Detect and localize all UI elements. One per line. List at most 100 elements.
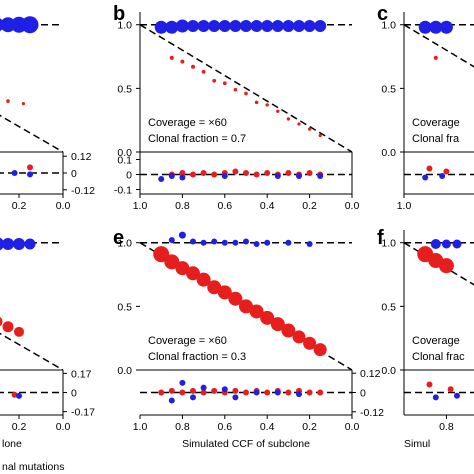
panel-c: 1.0 1.0 0.5 0.0 Coverage Clonal fra c <box>377 3 474 212</box>
clonal-point <box>154 20 168 34</box>
subclonal-residual-point <box>285 389 292 396</box>
clonal-point <box>168 237 175 244</box>
subclonal-point <box>281 323 296 338</box>
subclonal-reference-line <box>0 332 64 371</box>
subclonal-point <box>180 59 185 64</box>
subclonal-residual-point <box>27 164 33 171</box>
clonal-residual-point <box>296 173 302 179</box>
residual-y-tick-label: -0.1 <box>114 185 132 197</box>
clonal-residual-point <box>439 173 446 179</box>
subclonal-residual-point <box>232 168 239 175</box>
x-tick-label: 0.2 <box>302 421 317 433</box>
clonal-point <box>232 239 239 246</box>
clonal-point <box>187 20 199 32</box>
clonal-residual-point <box>454 392 460 399</box>
clonal-residual-point <box>274 173 281 179</box>
x-tick-label: 0.8 <box>175 421 190 433</box>
clonal-point <box>13 238 25 250</box>
clonal-point <box>271 20 284 32</box>
subclonal-residual-point <box>443 168 450 175</box>
subclonal-point <box>222 81 227 86</box>
clonal-residual-point <box>221 173 228 179</box>
subclonal-residual-point <box>211 171 218 178</box>
clonal-residual-point <box>158 176 165 182</box>
subclonal-point <box>14 326 24 337</box>
clonal-residual-point <box>274 389 281 396</box>
clonal-point <box>261 20 274 32</box>
residual-y-tick-label: 0.12 <box>71 151 92 163</box>
main-y-tick-label: 0.0 <box>381 147 396 159</box>
subclonal-reference-line <box>139 24 353 153</box>
subclonal-residual-point <box>306 389 313 396</box>
subclonal-point <box>164 254 180 270</box>
subclonal-point <box>244 91 248 96</box>
clonal-residual-point <box>179 174 186 181</box>
panel-a: 0.2 0.0 0.12 0 -0.12 <box>0 16 95 212</box>
subclonal-residual-point <box>179 389 186 396</box>
clonal-point <box>264 239 271 246</box>
subclonal-point <box>207 280 222 295</box>
clonal-point <box>2 238 14 250</box>
subclonal-residual-point <box>285 170 292 176</box>
subclonal-point <box>276 109 280 113</box>
subclonal-residual-point <box>168 387 175 394</box>
clonal-point <box>229 20 242 32</box>
subclonal-residual-point <box>200 389 207 396</box>
subclonal-point <box>169 55 174 60</box>
x-tick-label: 1.0 <box>397 200 412 212</box>
panel-f: 0.8 1.0 0.5 0.0 Coverage Clonal frac f Simul <box>377 227 474 450</box>
subclonal-point <box>0 317 3 327</box>
clonal-point <box>21 16 39 34</box>
clonal-residual-point <box>200 384 207 391</box>
annotation-text: Coverage = ×60 <box>148 117 227 129</box>
subclonal-point <box>260 310 275 325</box>
clonal-residual-point <box>168 173 175 179</box>
subclonal-point <box>249 304 264 319</box>
panel-b: 1.0 0.8 0.6 0.4 0.2 0.01.00.50.00.10-0.1Cover… <box>113 3 359 212</box>
residual-y-tick-label: -0.17 <box>71 407 95 419</box>
main-y-tick-label: 0.5 <box>381 83 396 95</box>
clonal-point <box>200 239 207 246</box>
x-tick-label: 0.4 <box>260 421 275 433</box>
x-tick-label: 1.0 <box>133 200 148 212</box>
subclonal-point <box>217 285 232 300</box>
subclonal-point <box>153 246 170 263</box>
clonal-point <box>175 19 189 33</box>
panel-d: 0.2 0.0 0.17 0 -0.17 lone <box>0 237 95 450</box>
clonal-residual-point <box>422 174 429 181</box>
subclonal-residual-point <box>190 387 196 394</box>
subclonal-point <box>292 330 306 344</box>
subclonal-residual-point <box>264 389 271 396</box>
clonal-point <box>211 238 218 245</box>
residual-y-tick-label: 0 <box>71 388 77 400</box>
clonal-point <box>24 238 36 250</box>
x-tick-label: 0.4 <box>260 200 275 212</box>
clonal-point <box>165 20 179 34</box>
clonal-point <box>282 20 295 32</box>
clonal-point <box>0 17 16 33</box>
x-tick-label: 0.0 <box>56 421 71 433</box>
x-axis-title: Simulated CCF of subclone <box>182 438 310 450</box>
subclonal-point <box>175 261 190 276</box>
residual-y-tick-label: 0 <box>71 168 77 180</box>
clonal-point <box>441 239 451 249</box>
clonal-point <box>430 239 441 249</box>
subclonal-residual-point <box>264 170 271 176</box>
main-y-tick-label: 0.0 <box>381 365 396 377</box>
subclonal-residual-point <box>447 386 454 393</box>
clonal-point <box>314 20 327 32</box>
x-tick-label: 0.2 <box>302 200 317 212</box>
main-y-tick-label: 0.0 <box>117 147 132 159</box>
x-tick-label: 0.0 <box>345 421 360 433</box>
clonal-residual-point <box>221 386 228 393</box>
clonal-residual-point <box>317 173 324 179</box>
panel-letter: c <box>377 3 388 25</box>
annotation-text: Coverage <box>412 335 460 347</box>
clonal-point <box>197 20 210 32</box>
clonal-point <box>303 20 316 32</box>
clonal-residual-point <box>253 389 260 396</box>
clonal-point <box>208 20 221 32</box>
x-tick-label: 0.2 <box>12 421 27 433</box>
clonal-residual-point <box>296 391 302 398</box>
panel-letter: f <box>377 227 384 249</box>
